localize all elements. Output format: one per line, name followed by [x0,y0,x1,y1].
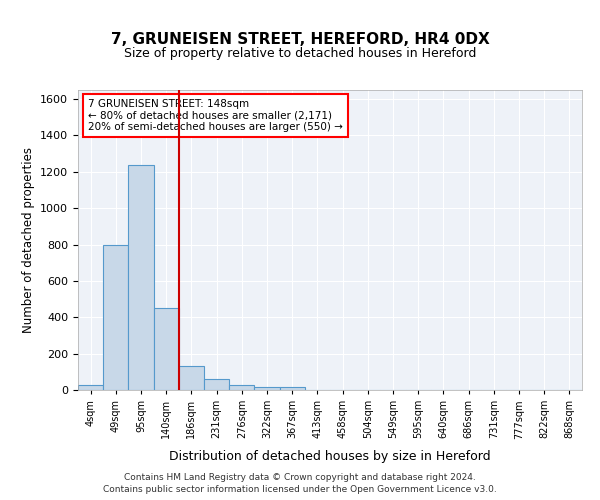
Bar [78,386,103,390]
Bar [128,164,154,390]
Bar [103,244,128,390]
Bar [280,388,305,390]
X-axis label: Distribution of detached houses by size in Hereford: Distribution of detached houses by size … [169,450,491,462]
Text: 7 GRUNEISEN STREET: 148sqm
← 80% of detached houses are smaller (2,171)
20% of s: 7 GRUNEISEN STREET: 148sqm ← 80% of deta… [88,99,343,132]
Text: Contains HM Land Registry data © Crown copyright and database right 2024.: Contains HM Land Registry data © Crown c… [124,472,476,482]
Y-axis label: Number of detached properties: Number of detached properties [22,147,35,333]
Text: 7, GRUNEISEN STREET, HEREFORD, HR4 0DX: 7, GRUNEISEN STREET, HEREFORD, HR4 0DX [110,32,490,48]
Bar [229,386,254,390]
Text: Contains public sector information licensed under the Open Government Licence v3: Contains public sector information licen… [103,485,497,494]
Text: Size of property relative to detached houses in Hereford: Size of property relative to detached ho… [124,48,476,60]
Bar [154,308,179,390]
Bar [254,388,280,390]
Bar [179,366,204,390]
Bar [204,379,229,390]
